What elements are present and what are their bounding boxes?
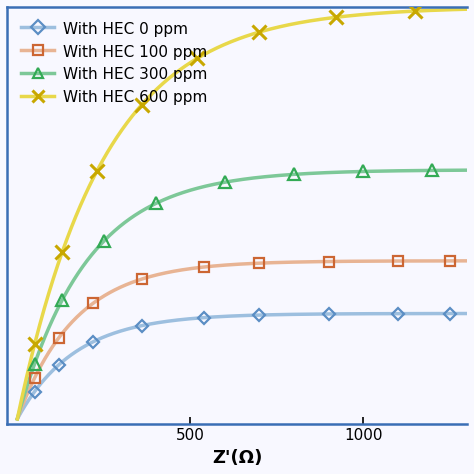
Legend: With HEC 0 ppm, With HEC 100 ppm, With HEC 300 ppm, With HEC 600 ppm: With HEC 0 ppm, With HEC 100 ppm, With H…: [15, 15, 214, 111]
X-axis label: Z'(Ω): Z'(Ω): [212, 449, 262, 467]
